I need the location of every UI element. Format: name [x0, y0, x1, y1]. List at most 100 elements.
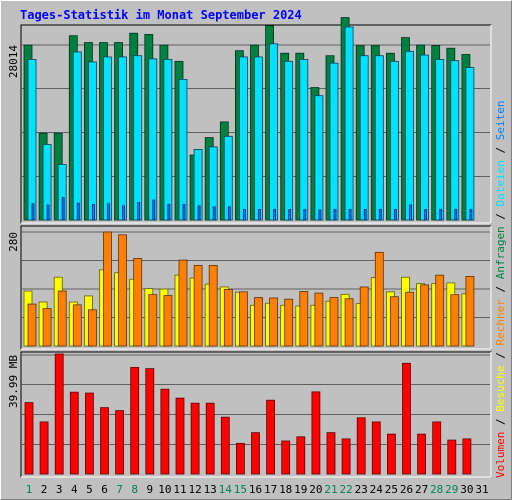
- bar-seiten: [303, 208, 307, 221]
- bar-rechner: [450, 294, 460, 347]
- panel-visits: 280: [7, 225, 492, 350]
- bar-seiten: [182, 203, 186, 221]
- x-tick-label: 23: [355, 483, 368, 496]
- bar-dateien: [329, 62, 339, 221]
- bar-dateien: [344, 26, 354, 221]
- bar-rechner: [223, 289, 233, 347]
- bar-seiten: [469, 208, 473, 221]
- bar-seiten: [92, 203, 95, 221]
- bar-dateien: [163, 59, 173, 221]
- bar-dateien: [374, 55, 384, 221]
- x-tick-label: 8: [131, 483, 138, 496]
- bar-seiten: [348, 208, 352, 221]
- bar-dateien: [359, 55, 369, 221]
- bar-rechner: [329, 297, 339, 347]
- bar-volumen: [24, 402, 34, 475]
- bar-rechner: [133, 258, 143, 347]
- bar-rechner: [359, 286, 369, 347]
- bar-rechner: [420, 284, 430, 347]
- bar-seiten: [122, 205, 125, 221]
- legend-entry: Rechner: [494, 299, 507, 346]
- bar-rechner: [57, 290, 67, 347]
- bar-rechner: [374, 251, 384, 347]
- x-tick-label: 15: [234, 483, 247, 496]
- bar-seiten: [333, 208, 337, 221]
- bar-seiten: [288, 208, 292, 221]
- legend-entry: Anfragen: [494, 226, 507, 279]
- bar-seiten: [212, 206, 216, 221]
- bar-rechner: [118, 234, 127, 347]
- x-tick-label: 10: [158, 483, 171, 496]
- x-tick-label: 14: [219, 483, 233, 496]
- bar-volumen: [175, 397, 185, 475]
- bar-seiten: [273, 208, 277, 221]
- bar-volumen: [190, 402, 200, 475]
- legend-separator: /: [494, 346, 507, 366]
- bar-volumen: [371, 421, 381, 475]
- bar-rechner: [193, 264, 203, 347]
- bar-dateien: [178, 79, 188, 221]
- bar-dateien: [314, 95, 324, 221]
- bar-volumen: [115, 410, 124, 475]
- bar-volumen: [417, 433, 427, 475]
- bar-rechner: [148, 294, 158, 347]
- bar-dateien: [103, 56, 112, 221]
- bar-rechner: [72, 304, 82, 347]
- bar-volumen: [205, 402, 215, 475]
- bar-volumen: [160, 388, 170, 475]
- bar-rechner: [405, 291, 414, 347]
- bar-volumen: [100, 407, 109, 475]
- chart-title: Tages-Statistik im Monat September 2024: [20, 8, 302, 22]
- x-tick-label: 9: [146, 483, 153, 496]
- x-axis-day-labels: 1 2 3 4 5 6 7 8 9 10 11 12 13 14 15 16 17 18 19 20 21 22 23 24 2…: [26, 483, 489, 496]
- bar-volumen: [69, 391, 79, 475]
- bar-volumen: [311, 391, 321, 475]
- x-tick-label: 4: [71, 483, 78, 496]
- bar-dateien: [88, 61, 97, 221]
- bar-dateien: [405, 50, 414, 221]
- x-tick-label: 24: [370, 483, 384, 496]
- legend-entry: Dateien: [494, 160, 507, 206]
- x-tick-label: 20: [309, 483, 322, 496]
- bar-dateien: [299, 59, 309, 221]
- legend-separator: /: [494, 279, 507, 299]
- x-tick-label: 12: [188, 483, 201, 496]
- bar-volumen: [145, 368, 155, 475]
- x-tick-label: 18: [279, 483, 292, 496]
- x-tick-label: 31: [475, 483, 488, 496]
- x-tick-label: 19: [294, 483, 307, 496]
- x-tick-label: 16: [249, 483, 262, 496]
- bar-dateien: [389, 60, 399, 221]
- bar-seiten: [137, 202, 141, 221]
- x-tick-label: 22: [339, 483, 352, 496]
- x-tick-label: 25: [385, 483, 398, 496]
- bar-dateien: [148, 58, 158, 221]
- bar-seiten: [393, 208, 397, 221]
- bar-volumen: [220, 416, 230, 475]
- bar-seiten: [197, 205, 201, 221]
- bar-dateien: [238, 56, 248, 221]
- bar-rechner: [163, 295, 173, 347]
- bar-rechner: [238, 291, 248, 347]
- bar-dateien: [420, 54, 430, 221]
- bar-volumen: [386, 433, 396, 475]
- bar-rechner: [299, 291, 309, 347]
- bar-seiten: [61, 197, 65, 221]
- bar-volumen: [296, 436, 306, 475]
- y-tick-label: 280: [7, 232, 20, 252]
- bar-dateien: [27, 59, 37, 221]
- bar-volumen: [235, 442, 245, 475]
- bar-seiten: [76, 202, 80, 221]
- bar-volumen: [356, 417, 366, 475]
- y-tick-label: 28014: [7, 45, 20, 78]
- bar-volumen: [402, 362, 411, 475]
- legend-separator: /: [494, 412, 507, 432]
- bar-rechner: [269, 297, 279, 347]
- bar-volumen: [432, 421, 442, 475]
- bar-dateien: [254, 56, 263, 221]
- bar-volumen: [326, 432, 336, 475]
- bar-seiten: [167, 203, 171, 221]
- x-tick-label: 27: [415, 483, 428, 496]
- x-tick-label: 30: [460, 483, 473, 496]
